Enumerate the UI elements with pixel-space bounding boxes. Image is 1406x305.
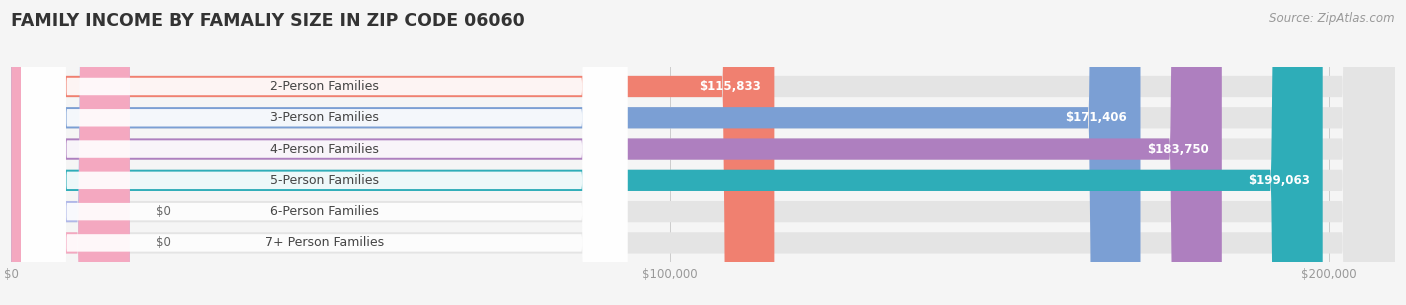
FancyBboxPatch shape (11, 0, 129, 305)
Text: $0: $0 (156, 205, 172, 218)
Text: $115,833: $115,833 (699, 80, 761, 93)
Text: $199,063: $199,063 (1247, 174, 1309, 187)
FancyBboxPatch shape (11, 0, 1395, 305)
FancyBboxPatch shape (11, 0, 1222, 305)
FancyBboxPatch shape (11, 0, 1395, 305)
FancyBboxPatch shape (21, 0, 627, 305)
Text: $183,750: $183,750 (1147, 142, 1209, 156)
FancyBboxPatch shape (11, 0, 1395, 305)
FancyBboxPatch shape (21, 0, 627, 305)
Text: 2-Person Families: 2-Person Families (270, 80, 378, 93)
FancyBboxPatch shape (11, 0, 129, 305)
Text: FAMILY INCOME BY FAMALIY SIZE IN ZIP CODE 06060: FAMILY INCOME BY FAMALIY SIZE IN ZIP COD… (11, 12, 524, 30)
Text: 5-Person Families: 5-Person Families (270, 174, 378, 187)
FancyBboxPatch shape (21, 0, 627, 305)
Text: $0: $0 (156, 236, 172, 249)
Text: 6-Person Families: 6-Person Families (270, 205, 378, 218)
FancyBboxPatch shape (11, 0, 1395, 305)
Text: 4-Person Families: 4-Person Families (270, 142, 378, 156)
FancyBboxPatch shape (11, 0, 1395, 305)
Text: 7+ Person Families: 7+ Person Families (264, 236, 384, 249)
FancyBboxPatch shape (21, 0, 627, 305)
FancyBboxPatch shape (11, 0, 1140, 305)
FancyBboxPatch shape (21, 0, 627, 305)
Text: 3-Person Families: 3-Person Families (270, 111, 378, 124)
FancyBboxPatch shape (11, 0, 1323, 305)
FancyBboxPatch shape (11, 0, 1395, 305)
Text: $171,406: $171,406 (1066, 111, 1128, 124)
FancyBboxPatch shape (21, 0, 627, 305)
Text: Source: ZipAtlas.com: Source: ZipAtlas.com (1270, 12, 1395, 25)
FancyBboxPatch shape (11, 0, 775, 305)
